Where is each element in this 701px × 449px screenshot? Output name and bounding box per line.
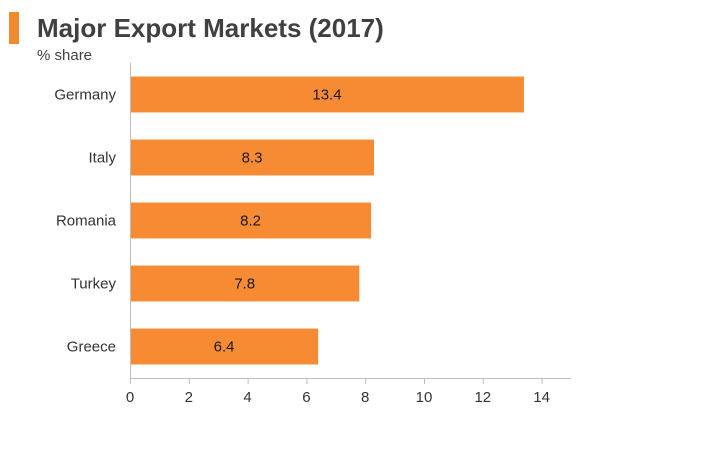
value-label-germany: 13.4: [312, 87, 341, 104]
bar-greece: [130, 328, 319, 365]
x-tick-label: 12: [474, 389, 491, 406]
value-labels-group: 13.4 8.3 8.2 7.8 6.4: [214, 87, 342, 356]
x-tick-label: 4: [243, 389, 251, 406]
category-label-germany: Germany: [54, 87, 116, 104]
value-label-italy: 8.3: [242, 150, 263, 167]
value-label-turkey: 7.8: [234, 276, 255, 293]
bars-group: [130, 76, 524, 365]
value-label-greece: 6.4: [214, 339, 235, 356]
category-label-greece: Greece: [67, 339, 116, 356]
x-tick-label: 10: [416, 389, 433, 406]
x-tick-label: 0: [126, 389, 134, 406]
category-label-italy: Italy: [88, 150, 116, 167]
category-labels-group: Germany Italy Romania Turkey Greece: [54, 87, 116, 356]
value-label-romania: 8.2: [240, 213, 261, 230]
tick-labels-group: 0 2 4 6 8 10 12 14: [126, 389, 550, 406]
category-label-romania: Romania: [56, 213, 117, 230]
bar-romania: [130, 202, 372, 239]
category-label-turkey: Turkey: [71, 276, 117, 293]
axes-group: [130, 63, 571, 384]
x-tick-label: 6: [302, 389, 310, 406]
x-tick-label: 8: [361, 389, 369, 406]
bar-germany: [130, 76, 524, 113]
bar-italy: [130, 139, 375, 176]
x-tick-label: 14: [533, 389, 550, 406]
chart-title: Major Export Markets (2017): [37, 13, 384, 43]
title-accent-bar: [9, 12, 19, 44]
bar-turkey: [130, 265, 360, 302]
x-tick-label: 2: [185, 389, 193, 406]
unit-label: % share: [37, 47, 93, 64]
